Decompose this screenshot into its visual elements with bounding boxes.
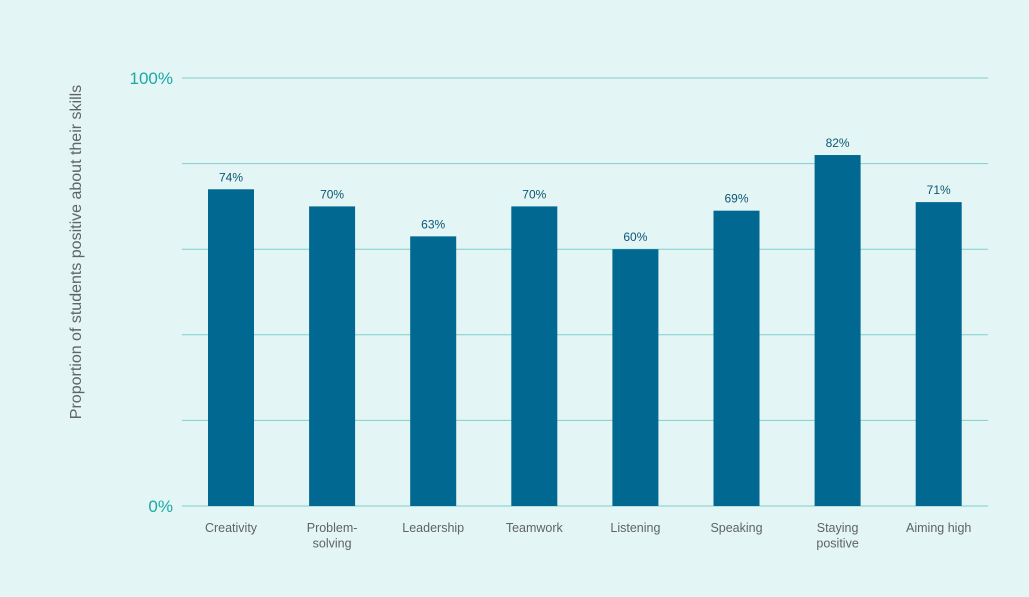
data-label: 70% [320, 187, 344, 201]
bar [612, 249, 659, 506]
data-label: 74% [219, 170, 243, 184]
category-label: Teamwork [506, 521, 564, 535]
data-label: 70% [522, 187, 546, 201]
bar [814, 155, 861, 507]
bar [713, 210, 760, 506]
y-tick-label: 100% [130, 69, 173, 88]
y-axis-ticks: 0% 100% [130, 69, 173, 516]
category-label: Staying positive [816, 521, 858, 551]
y-tick-label: 0% [148, 497, 173, 516]
category-labels: Creativity Problem-solving Leadership Teamw… [205, 521, 971, 551]
bar [309, 206, 356, 506]
bar [915, 202, 962, 506]
data-label: 63% [421, 217, 445, 231]
category-label: Listening [610, 521, 660, 535]
category-label: Aiming high [906, 521, 971, 535]
category-label: Creativity [205, 521, 258, 535]
bar [208, 189, 254, 506]
gridlines [182, 77, 988, 507]
bar [511, 206, 558, 506]
category-label: Speaking [710, 521, 762, 535]
bars [208, 155, 962, 507]
data-label: 69% [724, 192, 748, 206]
data-label: 71% [927, 183, 951, 197]
y-axis-label: Proportion of students positive about th… [68, 85, 85, 419]
data-labels: 74% 70% 63% 70% 60% 69% 82% 71% [219, 136, 951, 244]
data-label: 60% [623, 230, 647, 244]
category-label: Leadership [402, 521, 464, 535]
data-label: 82% [826, 136, 850, 150]
bar [410, 236, 457, 507]
category-label: Problem-solving [307, 521, 358, 551]
